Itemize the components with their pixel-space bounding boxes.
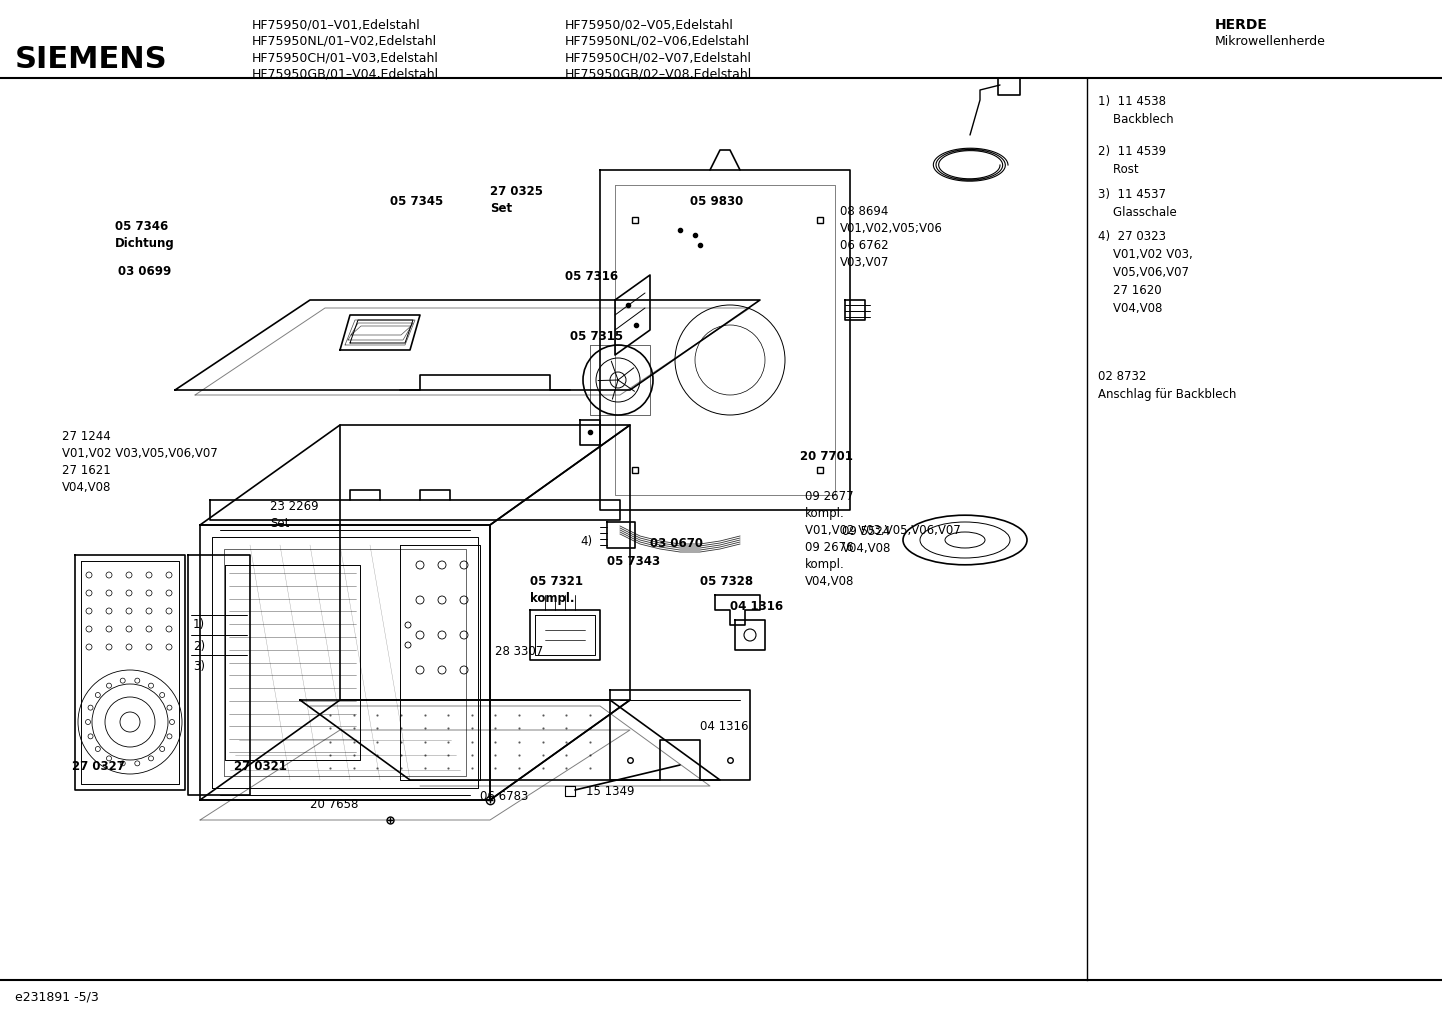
Text: 06 6783: 06 6783 [480,790,528,803]
Text: 28 3307: 28 3307 [495,645,544,658]
Text: 1): 1) [193,618,205,631]
Text: HF75950NL/01–V02,Edelstahl: HF75950NL/01–V02,Edelstahl [252,35,437,48]
Text: 05 7321
kompl.: 05 7321 kompl. [531,575,583,605]
Text: 04 1316: 04 1316 [699,720,748,733]
Text: 27 0325
Set: 27 0325 Set [490,185,544,215]
Text: 04 1316: 04 1316 [730,600,783,613]
Text: 2): 2) [193,640,205,653]
Text: HF75950NL/02–V06,Edelstahl: HF75950NL/02–V06,Edelstahl [565,35,750,48]
Text: 4)  27 0323
    V01,V02 V03,
    V05,V06,V07
    27 1620
    V04,V08: 4) 27 0323 V01,V02 V03, V05,V06,V07 27 1… [1097,230,1193,315]
Text: HF75950GB/02–V08,Edelstahl: HF75950GB/02–V08,Edelstahl [565,67,753,81]
Text: e231891 -5/3: e231891 -5/3 [14,990,98,1003]
Text: 09 5524
V04,V08: 09 5524 V04,V08 [842,525,891,555]
Text: 27 1244
V01,V02 V03,V05,V06,V07
27 1621
V04,V08: 27 1244 V01,V02 V03,V05,V06,V07 27 1621 … [62,430,218,494]
Text: HF75950GB/01–V04,Edelstahl: HF75950GB/01–V04,Edelstahl [252,67,440,81]
Text: 20 7658: 20 7658 [310,798,359,811]
Text: 27 0321: 27 0321 [234,760,287,773]
Text: HF75950/02–V05,Edelstahl: HF75950/02–V05,Edelstahl [565,18,734,31]
Text: 09 2677
kompl.
V01,V02 V03,V05,V06,V07
09 2676
kompl.
V04,V08: 09 2677 kompl. V01,V02 V03,V05,V06,V07 0… [805,490,960,588]
Text: 15 1349: 15 1349 [585,785,634,798]
Text: 05 7315: 05 7315 [570,330,623,343]
Text: 20 7701: 20 7701 [800,450,852,463]
Text: 02 8732
Anschlag für Backblech: 02 8732 Anschlag für Backblech [1097,370,1236,401]
Text: 2)  11 4539
    Rost: 2) 11 4539 Rost [1097,145,1167,176]
Text: HERDE: HERDE [1216,18,1268,32]
Text: HF75950/01–V01,Edelstahl: HF75950/01–V01,Edelstahl [252,18,421,31]
Text: 05 7328: 05 7328 [699,575,753,588]
Text: 05 7343: 05 7343 [607,555,660,568]
Text: 23 2269
Set: 23 2269 Set [270,500,319,530]
Text: 3): 3) [193,660,205,673]
Text: 08 8694
V01,V02,V05;V06
06 6762
V03,V07: 08 8694 V01,V02,V05;V06 06 6762 V03,V07 [841,205,943,269]
Text: HF75950CH/01–V03,Edelstahl: HF75950CH/01–V03,Edelstahl [252,51,438,64]
Text: 03 0670: 03 0670 [650,537,704,550]
Text: 4): 4) [580,535,593,548]
Text: 3)  11 4537
    Glasschale: 3) 11 4537 Glasschale [1097,187,1177,219]
Text: 05 9830: 05 9830 [691,195,743,208]
Text: 05 7345: 05 7345 [389,195,443,208]
Text: SIEMENS: SIEMENS [14,45,167,74]
Text: Mikrowellenherde: Mikrowellenherde [1216,35,1325,48]
Text: 05 7346
Dichtung: 05 7346 Dichtung [115,220,174,250]
Text: 05 7316: 05 7316 [565,270,619,283]
Text: 1)  11 4538
    Backblech: 1) 11 4538 Backblech [1097,95,1174,126]
Text: 27 0327: 27 0327 [72,760,125,773]
Text: 03 0699: 03 0699 [118,265,172,278]
Text: HF75950CH/02–V07,Edelstahl: HF75950CH/02–V07,Edelstahl [565,51,751,64]
